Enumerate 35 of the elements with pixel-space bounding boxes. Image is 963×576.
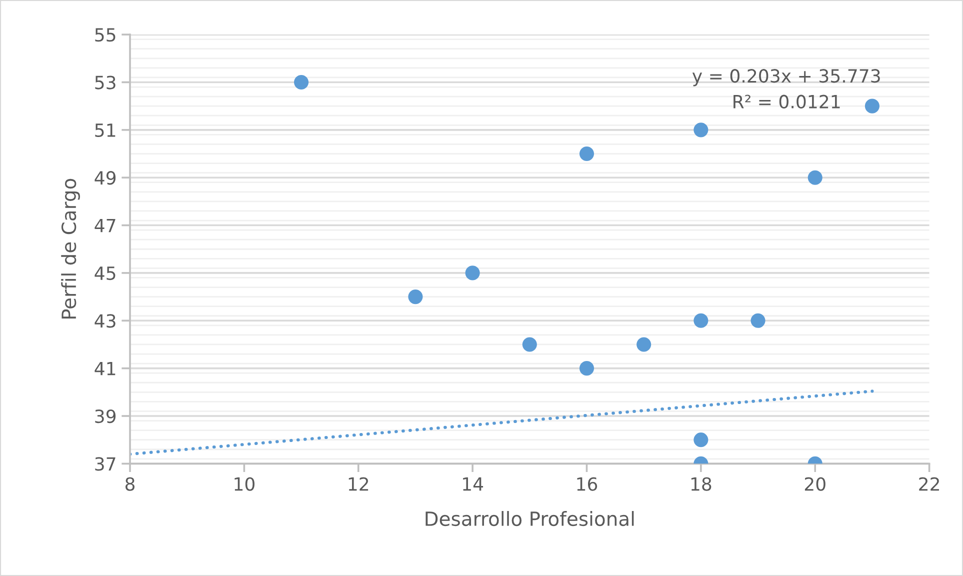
y-tick-label: 53 [95, 76, 116, 90]
y-axis-title: Perfil de Cargo [61, 178, 80, 319]
x-tick-label: 16 [577, 477, 598, 491]
point [522, 337, 537, 352]
y-tick-label: 39 [95, 409, 116, 424]
y-tick-label: 47 [94, 218, 116, 232]
x-axis-title: Desarrollo Profesional [426, 511, 634, 526]
y-tick-label: 43 [94, 314, 116, 328]
annotation: y = 0.203x + 35.773 [692, 69, 880, 86]
y-tick-label: 41 [94, 362, 116, 376]
point [808, 170, 822, 185]
y-tick-label: 37 [95, 457, 116, 471]
point [294, 74, 309, 90]
y-tick-label: 51 [95, 124, 116, 138]
point [579, 146, 594, 162]
point [694, 313, 708, 328]
x-tick-label: 20 [804, 477, 826, 491]
point [465, 266, 480, 280]
x-tick-label: 22 [919, 477, 939, 491]
point [408, 290, 423, 304]
x-tick-label: 18 [691, 477, 712, 491]
y-tick-label: 55 [95, 28, 116, 42]
point [579, 361, 594, 376]
y-tick-label: 49 [94, 171, 116, 185]
x-tick-label: 12 [348, 477, 368, 491]
point [694, 122, 708, 138]
point [750, 313, 766, 328]
point [864, 98, 880, 114]
x-tick-label: 8 [125, 477, 135, 491]
y-tick-label: 45 [94, 266, 116, 280]
annotation: R² = 0.0121 [734, 94, 840, 108]
point [636, 337, 652, 352]
x-tick-label: 10 [234, 477, 254, 491]
x-tick-label: 14 [463, 477, 484, 491]
point [694, 432, 708, 448]
